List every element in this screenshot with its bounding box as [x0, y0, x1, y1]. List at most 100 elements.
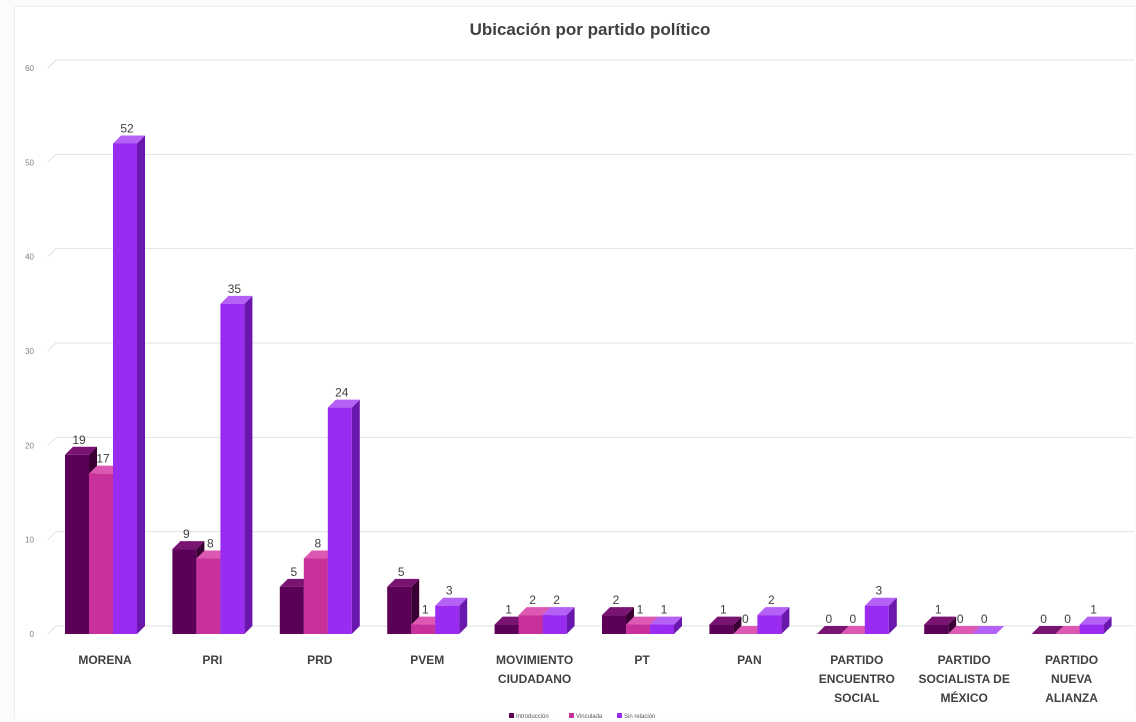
data-label: 0: [825, 612, 832, 626]
data-label: 2: [613, 593, 620, 607]
bar-0-6: [709, 616, 742, 634]
gridline-depth: [47, 531, 57, 541]
legend-label: Vinculada: [576, 714, 603, 720]
bar-2-7: [864, 597, 897, 634]
bar-top: [435, 597, 468, 606]
category-label: PARTIDO: [1045, 653, 1098, 667]
bar-top: [1031, 626, 1064, 634]
bar-top: [1079, 616, 1112, 625]
bar-top: [650, 616, 682, 625]
legend-swatch: [569, 713, 574, 718]
bar-front: [279, 586, 304, 634]
bar-side: [888, 597, 897, 634]
bar-2-6: [757, 607, 790, 634]
category-label: ENCUENTRO: [819, 672, 895, 686]
bar-top: [757, 607, 790, 616]
bar-2-1: [220, 295, 253, 634]
data-label: 1: [505, 603, 512, 617]
category-label: PT: [634, 653, 650, 667]
bar-front: [411, 624, 436, 634]
bar-side: [781, 607, 790, 634]
data-label: 1: [935, 603, 942, 617]
bar-front: [709, 624, 734, 634]
category-label: MORENA: [78, 653, 132, 667]
category-label: PAN: [737, 653, 761, 667]
category-label: ALIANZA: [1045, 691, 1098, 705]
data-label: 5: [290, 565, 297, 579]
data-label: 35: [228, 282, 242, 296]
bar-front: [602, 615, 626, 634]
bar-top: [65, 446, 97, 455]
bar-0-9: [1031, 626, 1064, 634]
data-label: 0: [742, 612, 749, 626]
bar-top: [972, 626, 1005, 634]
bar-0-5: [602, 607, 634, 634]
y-tick-label: 50: [25, 158, 34, 167]
bar-side: [137, 135, 145, 634]
data-label: 5: [398, 565, 405, 579]
bars-layer: [65, 135, 1112, 634]
data-label: 52: [120, 121, 134, 135]
y-tick-label: 0: [30, 630, 35, 639]
bar-top: [626, 616, 658, 625]
bar-top: [387, 578, 420, 587]
data-label: 8: [207, 537, 214, 551]
category-label: PVEM: [410, 653, 444, 667]
category-label: PRI: [202, 653, 222, 667]
bar-front: [220, 303, 245, 634]
bar-top: [864, 597, 897, 606]
bar-front: [387, 586, 412, 634]
bar-top: [542, 607, 575, 616]
data-label: 1: [720, 603, 727, 617]
bar-top: [948, 626, 981, 634]
bar-front: [65, 454, 89, 634]
bar-2-3: [435, 597, 468, 634]
bar-2-4: [542, 607, 575, 634]
legend-item: Sin relación: [617, 713, 655, 720]
bar-side: [459, 597, 468, 634]
gridline-depth: [47, 342, 57, 352]
data-label: 1: [422, 603, 429, 617]
bar-front: [303, 558, 328, 634]
category-label: MÉXICO: [941, 690, 988, 705]
legend-item: Introducción: [509, 713, 549, 720]
legend-item: Vinculada: [569, 713, 603, 720]
y-tick-label: 20: [25, 441, 34, 450]
y-tick-label: 40: [25, 253, 34, 262]
gridline-depth: [47, 625, 57, 635]
bar-front: [518, 615, 543, 634]
legend-swatch: [617, 713, 622, 718]
bar-2-0: [113, 135, 145, 634]
bar-top: [172, 541, 205, 550]
gridline-depth: [47, 59, 57, 69]
bar-1-8: [948, 626, 981, 634]
y-tick-label: 30: [25, 347, 34, 356]
bar-0-7: [816, 626, 849, 634]
bar-front: [1079, 624, 1104, 634]
bar-front: [196, 558, 221, 634]
bar-2-2: [327, 399, 360, 634]
bar-top: [518, 607, 551, 616]
bar-side: [733, 616, 742, 634]
data-label: 3: [446, 584, 453, 598]
bar-front: [542, 615, 567, 634]
category-label: NUEVA: [1051, 672, 1092, 686]
bar-front: [89, 473, 113, 634]
legend: Introducción Vinculada Sin relación: [509, 713, 655, 720]
category-label: PARTIDO: [938, 653, 991, 667]
bar-side: [948, 616, 957, 634]
bar-front: [924, 624, 949, 634]
bar-front: [864, 605, 889, 634]
data-label: 0: [1040, 612, 1047, 626]
y-tick-label: 60: [25, 64, 34, 73]
data-label: 0: [849, 612, 856, 626]
bar-front: [757, 615, 782, 634]
bar-top: [113, 135, 145, 144]
chart-title: Ubicación por partido político: [470, 20, 711, 39]
bar-front: [172, 549, 197, 634]
bar-side: [674, 616, 682, 634]
category-label: CIUDADANO: [498, 672, 571, 686]
data-label: 0: [957, 612, 964, 626]
data-label: 0: [981, 612, 988, 626]
